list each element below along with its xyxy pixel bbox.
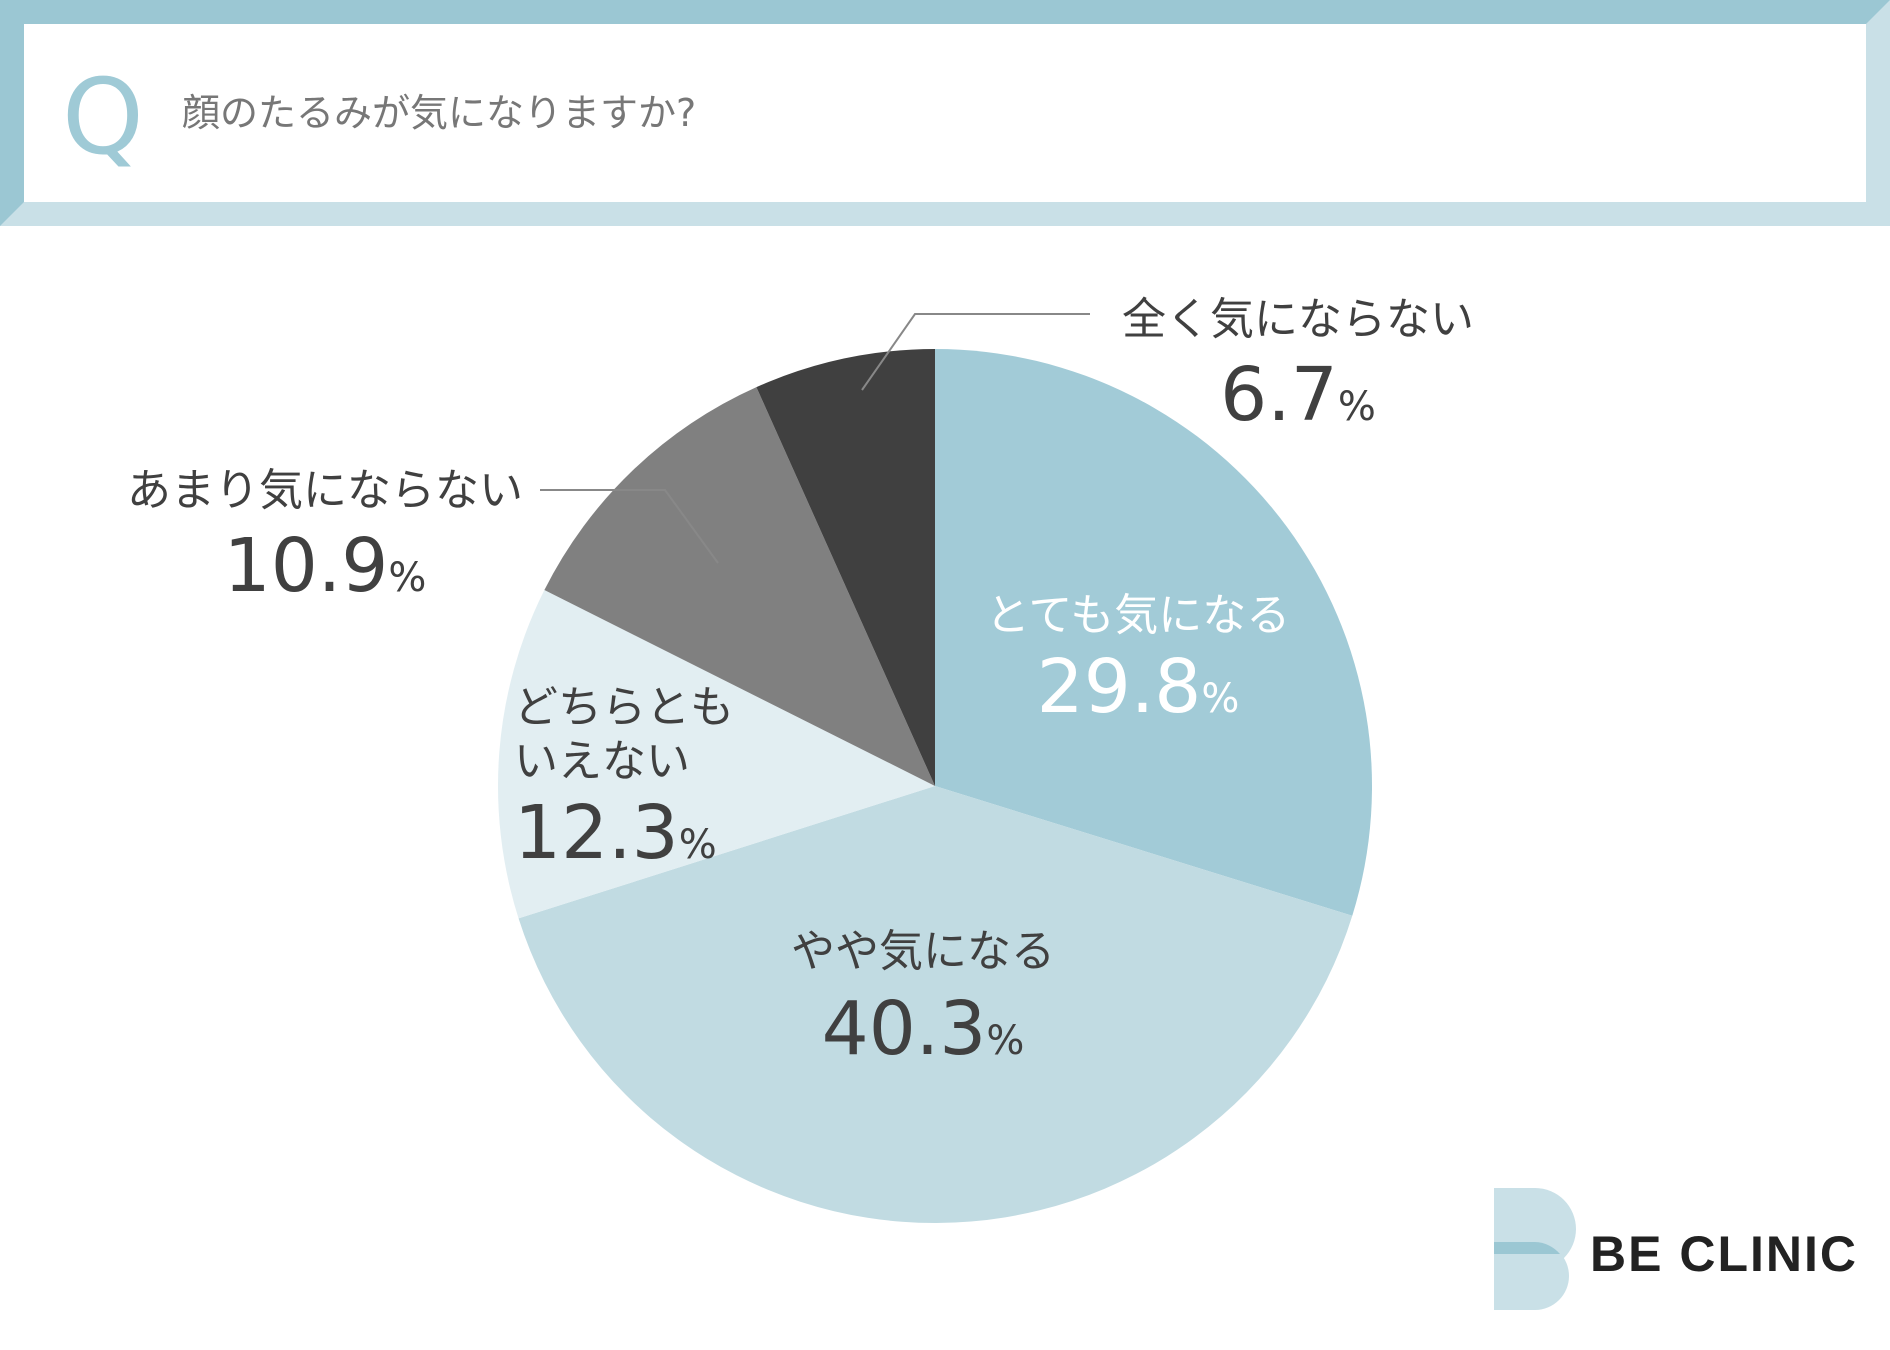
slice-label-amari-kininaranai: あまり気にならない — [127, 465, 523, 516]
slice-value-number: 29.8 — [1037, 644, 1202, 730]
slice-value-unit: % — [1338, 384, 1376, 430]
slice-value-number: 10.9 — [224, 523, 389, 609]
pie-slice-mattaku-kininaranai — [756, 349, 935, 786]
banner-frame-left — [0, 0, 24, 226]
slice-value-mattaku-kininaranai: 6.7% — [1220, 352, 1376, 438]
question-mark-letter: Q — [62, 56, 144, 178]
slice-value-yaya-kininaru: 40.3% — [822, 986, 1025, 1072]
slice-label-totemo-kininaru: とても気になる — [986, 590, 1290, 641]
logo-lower-shape — [1494, 1242, 1569, 1310]
logo-overlap — [1494, 1242, 1560, 1254]
slice-label-dochiratomo-ienai-line-1: どちらとも — [514, 682, 734, 733]
slice-value-unit: % — [388, 555, 426, 601]
pie-slice-totemo-kininaru — [935, 349, 1373, 916]
be-clinic-logo-icon — [1494, 1188, 1576, 1310]
slice-label-dochiratomo-ienai-line-2: いえない — [514, 736, 690, 787]
slice-label-yaya-kininaru: やや気になる — [791, 926, 1055, 977]
banner-frame-right — [1866, 0, 1890, 226]
slice-value-totemo-kininaru: 29.8% — [1037, 644, 1240, 730]
be-clinic-logo-text: BE CLINIC — [1590, 1226, 1858, 1282]
slice-value-number: 12.3 — [514, 790, 679, 876]
slice-value-number: 6.7 — [1220, 352, 1338, 438]
slice-value-amari-kininaranai: 10.9% — [224, 523, 427, 609]
slice-value-unit: % — [1201, 676, 1239, 722]
pie-slice-amari-kininaranai — [544, 387, 935, 786]
question-text: 顔のたるみが気になりますか? — [182, 91, 697, 135]
slice-value-dochiratomo-ienai: 12.3% — [514, 790, 717, 876]
slice-value-unit: % — [986, 1018, 1024, 1064]
banner-frame-bottom — [0, 202, 1890, 226]
leader-line-amari-kininaranai — [540, 489, 719, 564]
slice-value-unit: % — [679, 822, 717, 868]
pie-slice-yaya-kininaru — [518, 786, 1353, 1224]
banner-inner — [24, 24, 1866, 202]
banner-frame-top — [0, 0, 1890, 24]
question-banner — [0, 0, 1890, 226]
leader-line-mattaku-kininaranai — [861, 313, 1090, 391]
slice-label-mattaku-kininaranai: 全く気にならない — [1122, 294, 1474, 345]
slice-value-number: 40.3 — [822, 986, 987, 1072]
pie-slice-dochiratomo-ienai — [498, 590, 935, 919]
